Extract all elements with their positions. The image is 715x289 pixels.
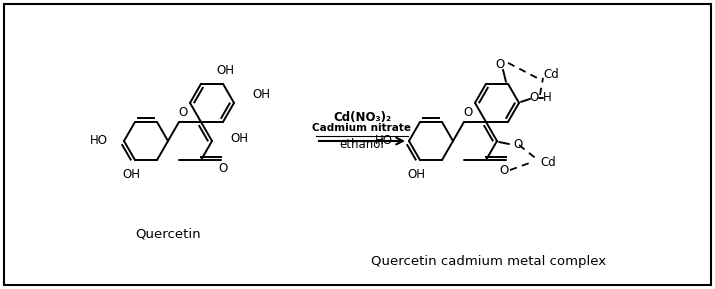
Text: Cd: Cd (543, 68, 558, 81)
Text: O: O (529, 91, 538, 104)
Text: Quercetin: Quercetin (135, 227, 201, 240)
Text: OH: OH (252, 88, 270, 101)
Text: OH: OH (122, 168, 140, 181)
Text: O: O (495, 58, 505, 71)
Text: HO: HO (90, 134, 108, 147)
Text: O: O (178, 106, 187, 119)
Text: Quercetin cadmium metal complex: Quercetin cadmium metal complex (371, 255, 606, 268)
Text: HO: HO (375, 134, 393, 147)
Text: OH: OH (407, 168, 425, 181)
Text: Cd: Cd (540, 155, 556, 168)
Text: O: O (499, 164, 508, 177)
Text: OH: OH (216, 64, 234, 77)
Text: O: O (463, 106, 473, 119)
Text: Cadmium nitrate: Cadmium nitrate (312, 123, 412, 133)
Text: OH: OH (230, 131, 248, 144)
Text: Cd(NO₃)₂: Cd(NO₃)₂ (333, 110, 391, 123)
Text: H: H (543, 91, 551, 104)
Text: O: O (513, 138, 522, 151)
Text: O: O (218, 162, 227, 175)
Text: ethanol: ethanol (340, 138, 385, 151)
